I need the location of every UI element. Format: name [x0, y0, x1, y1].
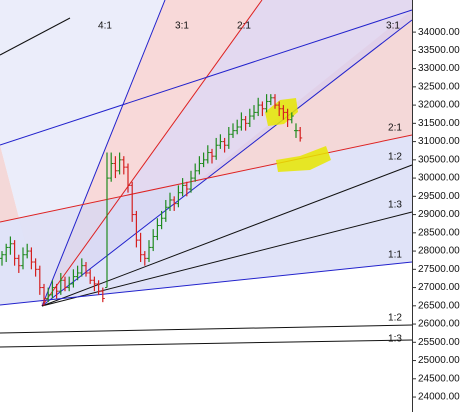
fan-fill — [0, 0, 165, 306]
y-tick-label: 30500.00 — [418, 154, 460, 165]
y-tick-label: 26000.00 — [418, 319, 460, 330]
fan-line — [41, 19, 413, 307]
y-tick-label: 34000.00 — [418, 27, 460, 38]
fan-label: 3:1 — [175, 21, 189, 32]
y-tick-label: 31000.00 — [418, 136, 460, 147]
y-tick-label: 30000.00 — [418, 173, 460, 184]
y-tick-label: 27500.00 — [418, 264, 460, 275]
fan-label: 1:2 — [388, 313, 402, 324]
y-tick-label: 28000.00 — [418, 246, 460, 257]
fan-line — [41, 211, 413, 307]
y-tick-label: 27000.00 — [418, 282, 460, 293]
y-tick-label: 31500.00 — [418, 118, 460, 129]
fan-line — [0, 134, 413, 223]
fan-line — [41, 164, 413, 307]
fan-label: 4:1 — [98, 21, 112, 32]
fan-label: 1:1 — [388, 250, 402, 261]
y-tick-label: 25500.00 — [418, 337, 460, 348]
fan-line — [0, 339, 413, 348]
fan-label: 2:1 — [388, 123, 402, 134]
fan-label: 1:2 — [388, 152, 402, 163]
y-tick-label: 29000.00 — [418, 209, 460, 220]
y-tick-label: 29500.00 — [418, 191, 460, 202]
y-tick-label: 24500.00 — [418, 373, 460, 384]
fan-label: 1:3 — [388, 334, 402, 345]
y-tick-label: 32500.00 — [418, 81, 460, 92]
fan-line — [41, 0, 263, 307]
y-tick-label: 25000.00 — [418, 355, 460, 366]
y-tick-label: 28500.00 — [418, 227, 460, 238]
y-tick-label: 26500.00 — [418, 300, 460, 311]
y-tick-label: 32000.00 — [418, 100, 460, 111]
fan-label: 2:1 — [237, 21, 251, 32]
fan-lines — [0, 0, 413, 348]
fan-fill — [0, 135, 412, 305]
fan-label: 1:3 — [388, 200, 402, 211]
highlight — [276, 146, 331, 172]
highlight — [265, 98, 298, 126]
fan-line — [0, 9, 413, 146]
y-tick-label: 33500.00 — [418, 45, 460, 56]
fan-line — [0, 261, 413, 306]
y-tick-label: 33000.00 — [418, 63, 460, 74]
fan-line — [0, 324, 413, 334]
fan-line — [0, 17, 71, 56]
y-tick-label: 24000.00 — [418, 392, 460, 403]
fan-label: 3:1 — [386, 21, 400, 32]
fan-line — [41, 0, 166, 307]
